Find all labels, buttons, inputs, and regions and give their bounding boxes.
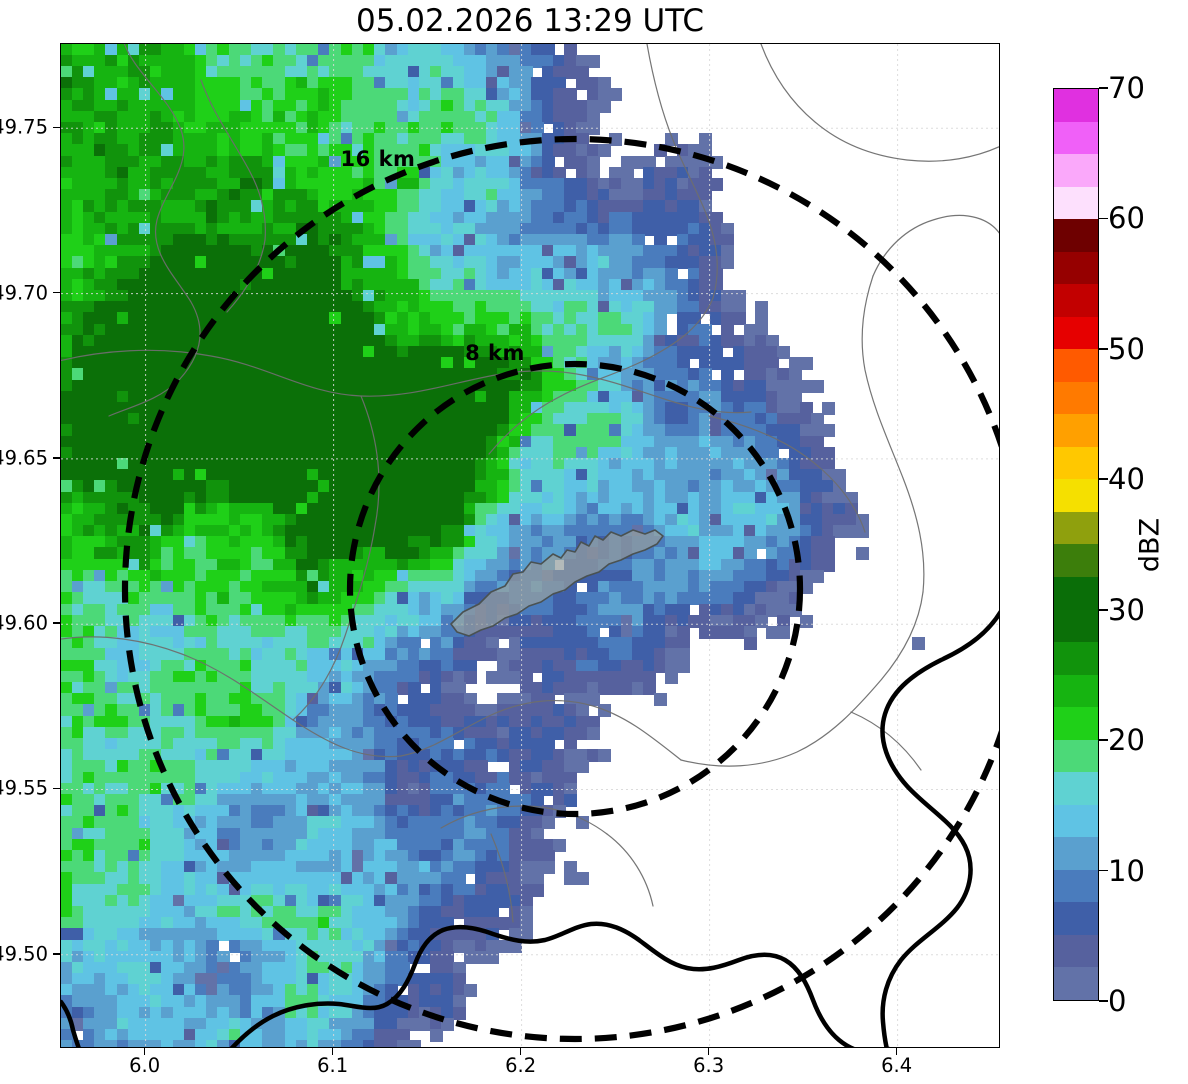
- colorbar: [1053, 88, 1099, 1001]
- y-axis-tick-label: 49.75: [0, 115, 48, 139]
- colorbar-band: [1054, 251, 1098, 285]
- colorbar-band: [1054, 479, 1098, 512]
- map-overlay: [61, 44, 999, 1047]
- x-axis-tick-mark: [895, 1048, 898, 1055]
- colorbar-tick-label: 50: [1108, 331, 1145, 366]
- radar-plot-area[interactable]: [60, 43, 1000, 1048]
- y-axis-tick-label: 49.60: [0, 611, 48, 635]
- y-axis-tick-mark: [53, 622, 60, 624]
- colorbar-tick-mark: [1099, 217, 1108, 220]
- colorbar-band: [1054, 707, 1098, 740]
- colorbar-band: [1054, 381, 1098, 415]
- colorbar-band: [1054, 576, 1098, 610]
- colorbar-tick-label: 30: [1108, 592, 1145, 627]
- colorbar-title: dBZ: [1134, 517, 1166, 573]
- colorbar-band: [1054, 772, 1098, 805]
- x-axis-tick-mark: [143, 1048, 146, 1055]
- colorbar-band: [1054, 511, 1098, 545]
- colorbar-tick-mark: [1099, 608, 1108, 611]
- range-ring-label-8km: 8 km: [465, 341, 525, 365]
- x-axis-tick-label: 6.2: [505, 1054, 537, 1077]
- colorbar-band: [1054, 414, 1098, 447]
- colorbar-tick-label: 40: [1108, 462, 1145, 497]
- colorbar-band: [1054, 674, 1098, 708]
- colorbar-band: [1054, 609, 1098, 643]
- colorbar-tick-label: 60: [1108, 201, 1145, 236]
- x-axis-tick-mark: [519, 1048, 522, 1055]
- colorbar-tick-mark: [1099, 87, 1108, 89]
- x-axis-tick-label: 6.3: [693, 1054, 725, 1077]
- y-axis-tick-label: 49.55: [0, 776, 48, 800]
- colorbar-tick-label: 70: [1108, 71, 1145, 105]
- y-axis-tick-mark: [53, 126, 60, 129]
- colorbar-band: [1054, 186, 1098, 220]
- colorbar-band: [1054, 121, 1098, 155]
- y-axis-tick-label: 49.65: [0, 446, 48, 470]
- colorbar-tick-mark: [1099, 1000, 1108, 1002]
- colorbar-tick-mark: [1099, 869, 1108, 872]
- x-axis-tick-label: 6.0: [129, 1054, 161, 1077]
- x-axis-tick-mark: [331, 1048, 334, 1055]
- colorbar-band: [1054, 642, 1098, 675]
- colorbar-band: [1054, 869, 1098, 903]
- colorbar-band: [1054, 739, 1098, 773]
- y-axis-tick-mark: [53, 457, 60, 459]
- colorbar-band: [1054, 902, 1098, 935]
- y-axis-tick-mark: [53, 787, 60, 790]
- y-axis-tick-label: 49.70: [0, 281, 48, 305]
- colorbar-band: [1054, 284, 1098, 317]
- colorbar-band: [1054, 967, 1098, 1000]
- colorbar-tick-label: 10: [1108, 853, 1145, 888]
- page-title: 05.02.2026 13:29 UTC: [356, 3, 704, 39]
- colorbar-band: [1054, 804, 1098, 838]
- colorbar-tick-mark: [1099, 478, 1108, 481]
- colorbar-band: [1054, 934, 1098, 968]
- radar-reflectivity-field: [61, 44, 999, 1047]
- x-axis-tick-label: 6.1: [317, 1054, 349, 1077]
- x-axis-tick-label: 6.4: [881, 1054, 913, 1077]
- colorbar-tick-label: 20: [1108, 723, 1145, 758]
- colorbar-tick-label: 0: [1108, 984, 1127, 1018]
- range-ring-label-16km: 16 km: [340, 147, 416, 171]
- y-axis-tick-mark: [53, 291, 60, 294]
- colorbar-band: [1054, 349, 1098, 382]
- colorbar-tick-mark: [1099, 739, 1108, 741]
- x-axis-tick-mark: [707, 1048, 710, 1055]
- y-axis-tick-mark: [53, 952, 60, 955]
- colorbar-band: [1054, 89, 1098, 122]
- colorbar-band: [1054, 154, 1098, 187]
- colorbar-band: [1054, 837, 1098, 870]
- colorbar-band: [1054, 219, 1098, 252]
- colorbar-band: [1054, 316, 1098, 350]
- y-axis-tick-label: 49.50: [0, 942, 48, 966]
- colorbar-band: [1054, 544, 1098, 577]
- colorbar-band: [1054, 446, 1098, 480]
- colorbar-tick-mark: [1099, 348, 1108, 350]
